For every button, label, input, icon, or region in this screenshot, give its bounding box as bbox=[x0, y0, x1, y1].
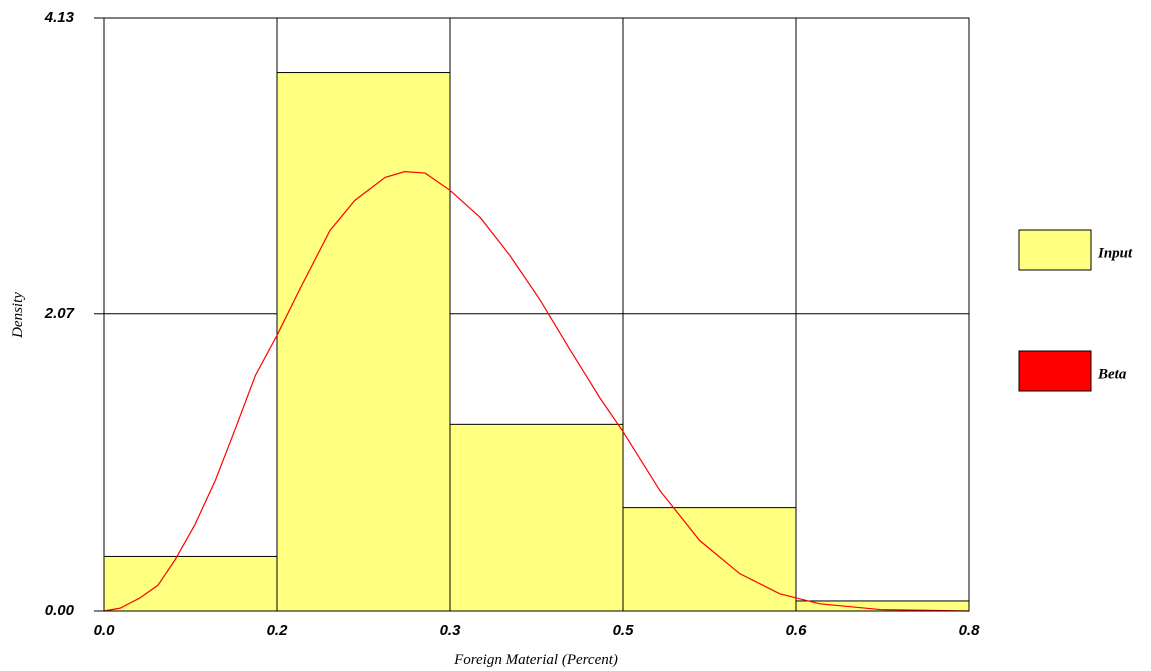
y-tick-label: 4.13 bbox=[44, 9, 75, 26]
y-axis-title: Density bbox=[10, 292, 26, 339]
density-line bbox=[103, 171, 970, 612]
x-axis-title: Foreign Material (Percent) bbox=[453, 652, 618, 668]
histogram-bar bbox=[276, 72, 451, 612]
x-tick-label: 0.6 bbox=[786, 622, 808, 639]
legend-label: Beta bbox=[1097, 366, 1127, 382]
legend-swatch bbox=[1018, 350, 1092, 392]
legend-label: Input bbox=[1097, 245, 1133, 261]
plot-frame bbox=[103, 17, 970, 612]
legend-swatch bbox=[1018, 229, 1092, 271]
histogram-bar bbox=[622, 507, 797, 612]
x-tick-label: 0.3 bbox=[440, 622, 462, 639]
histogram-bar bbox=[449, 423, 624, 612]
x-tick-label: 0.0 bbox=[94, 622, 116, 639]
x-tick-label: 0.5 bbox=[613, 622, 635, 639]
y-tick-label: 2.07 bbox=[44, 305, 75, 322]
x-tick-label: 0.8 bbox=[959, 622, 981, 639]
x-tick-label: 0.2 bbox=[267, 622, 289, 639]
y-tick-label: 0.00 bbox=[45, 602, 75, 619]
